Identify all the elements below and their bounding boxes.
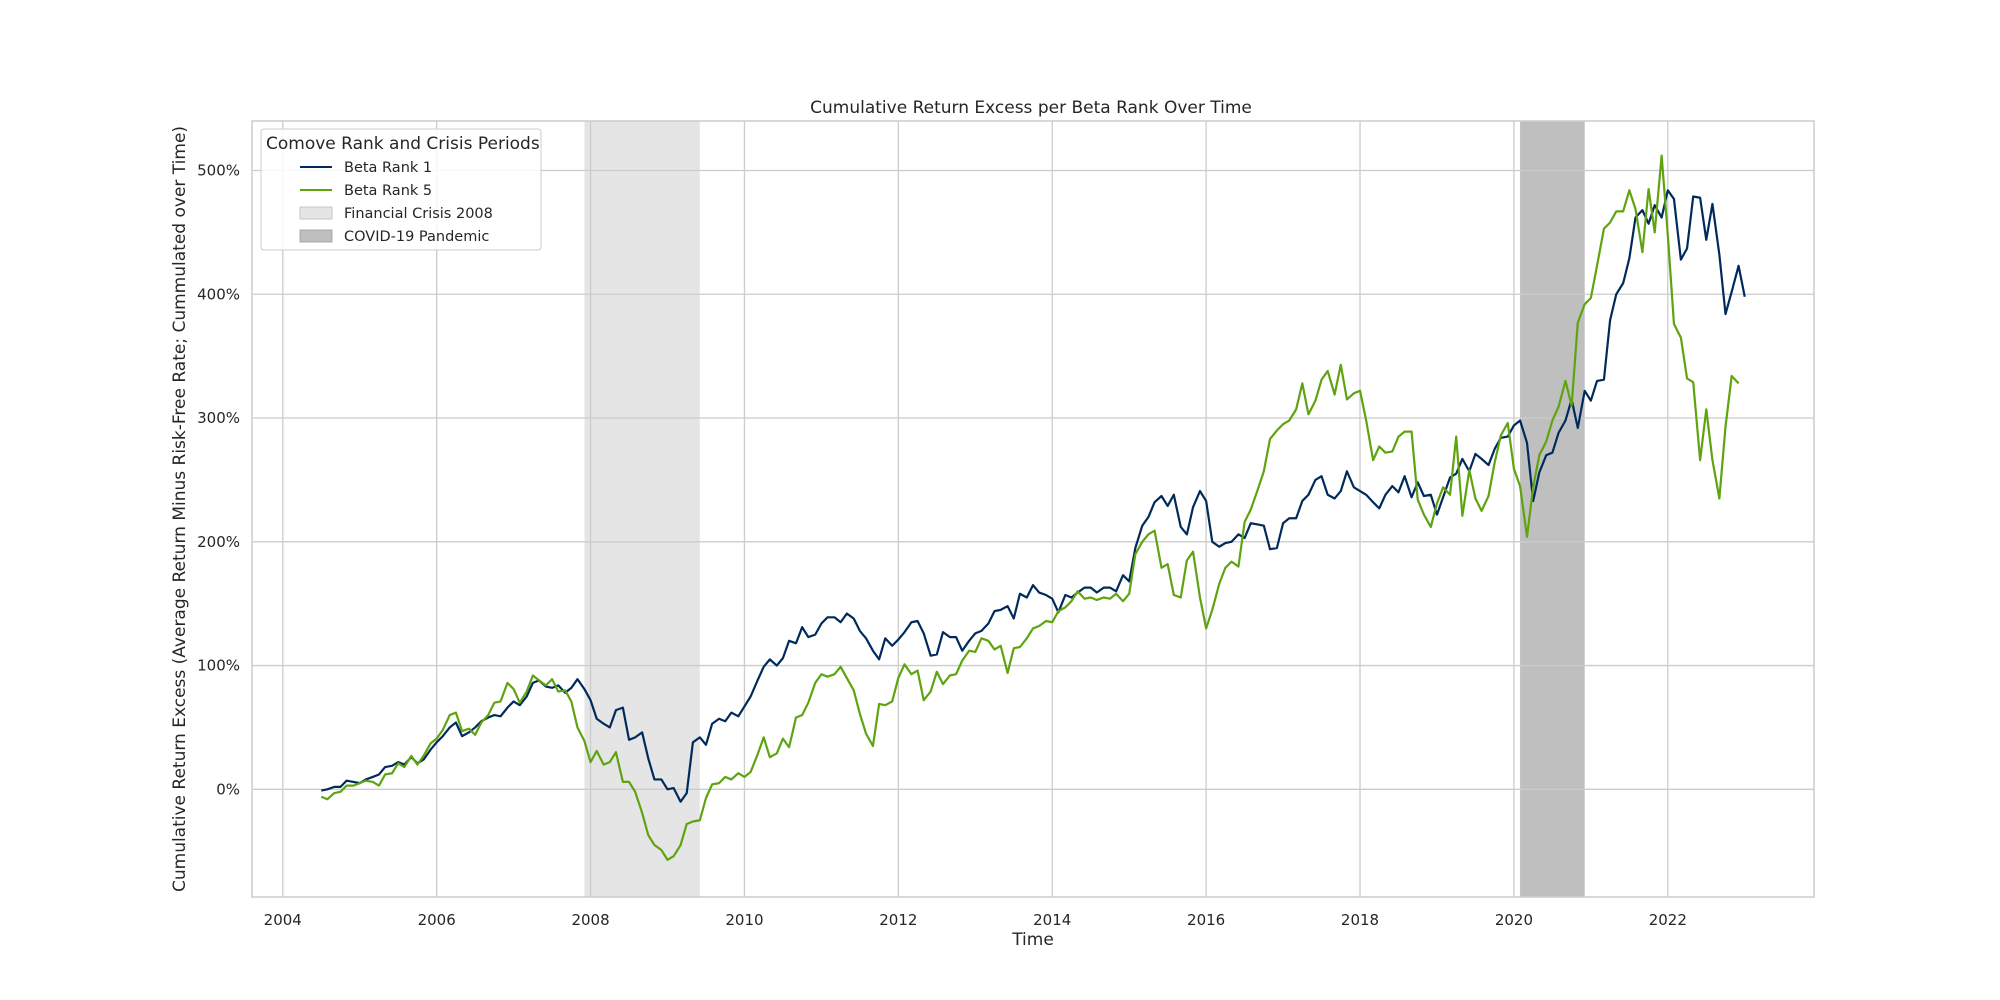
legend-box	[260, 128, 542, 251]
legend-label-financial-crisis: Financial Crisis 2008	[344, 206, 493, 222]
grid-layer	[252, 121, 1814, 897]
series-layer	[320, 154, 1746, 861]
y-axis-label: Cumulative Return Excess (Average Return…	[170, 126, 190, 892]
y-tick-label: 0%	[216, 780, 240, 798]
x-tick-label: 2014	[1033, 911, 1071, 929]
series-line-beta-rank-5	[320, 154, 1740, 861]
x-tick-label: 2022	[1649, 911, 1687, 929]
legend-label-covid: COVID-19 Pandemic	[344, 229, 489, 245]
legend-swatch-covid	[299, 229, 333, 243]
y-tick-label: 400%	[197, 285, 240, 303]
x-axis-label: Time	[1011, 930, 1054, 950]
legend-title: Comove Rank and Crisis Periods	[266, 134, 540, 154]
legend-label-beta-rank-5: Beta Rank 5	[344, 183, 432, 199]
chart-title: Cumulative Return Excess per Beta Rank O…	[810, 98, 1252, 118]
x-tick-label: 2008	[571, 911, 609, 929]
x-tick-label: 2010	[725, 911, 763, 929]
x-tick-label: 2004	[264, 911, 302, 929]
y-tick-label: 500%	[197, 162, 240, 180]
shaded-period-financial-crisis-2008	[584, 121, 700, 897]
y-tick-label: 200%	[197, 533, 240, 551]
y-axis-ticks: 0% 100% 200% 300% 400% 500%	[197, 162, 240, 799]
y-tick-label: 100%	[197, 657, 240, 675]
y-tick-label: 300%	[197, 409, 240, 427]
legend: Comove Rank and Crisis Periods Beta Rank…	[260, 128, 542, 251]
series-line-beta-rank-1	[321, 189, 1746, 803]
x-tick-label: 2012	[879, 911, 917, 929]
x-tick-label: 2016	[1187, 911, 1225, 929]
x-tick-label: 2006	[418, 911, 456, 929]
x-axis-ticks: 2004 2006 2008 2010 2012 2014 2016 2018 2020 2022	[264, 911, 1687, 929]
x-tick-label: 2020	[1495, 911, 1533, 929]
x-tick-label: 2018	[1341, 911, 1379, 929]
legend-label-beta-rank-1: Beta Rank 1	[344, 160, 432, 176]
legend-swatch-financial-crisis	[299, 206, 333, 220]
crisis-shading-layer	[584, 121, 1585, 897]
plot-frame	[251, 120, 1815, 898]
